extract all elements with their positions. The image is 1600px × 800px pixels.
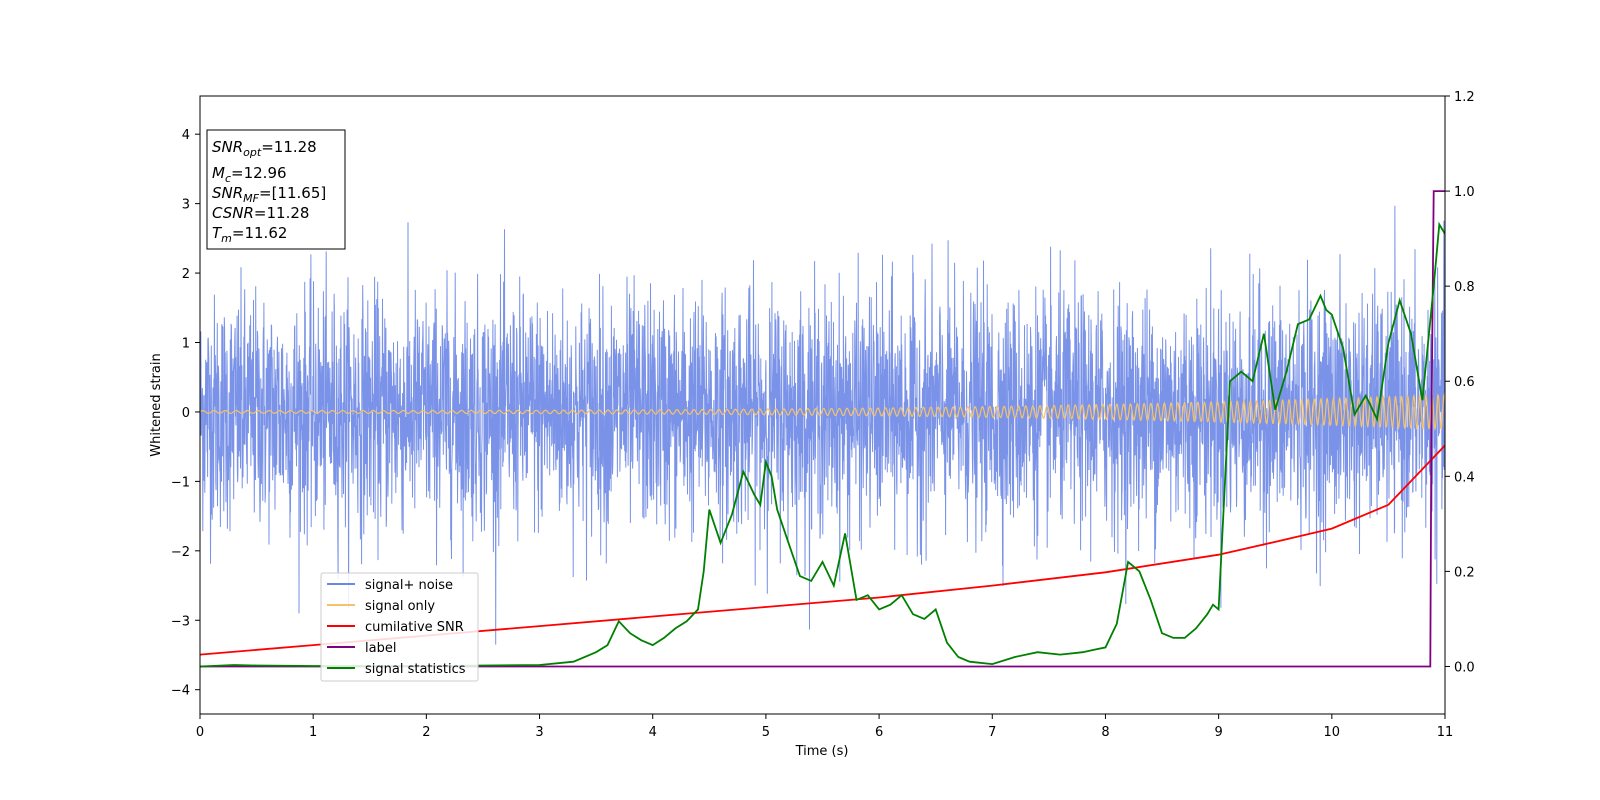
x-tick-label: 3 <box>535 725 543 740</box>
annotation-line: Mc=12.96 <box>212 164 287 185</box>
annotation-frame <box>206 129 346 250</box>
legend-label: signal+ noise <box>365 578 453 593</box>
series-label <box>200 190 1445 668</box>
legend-label: signal statistics <box>365 662 466 677</box>
y-right-tick-label: 0.4 <box>1454 470 1475 485</box>
x-tick-label: 11 <box>1437 725 1454 740</box>
y-right-tick-label: 0.6 <box>1454 375 1475 390</box>
y-axis-right: 0.0 0.2 0.4 0.6 0.8 1.0 1.2 <box>1445 90 1475 675</box>
x-tick-label: 2 <box>422 725 430 740</box>
y-axis-left: −4 −3 −2 −1 0 1 2 3 4 <box>171 128 200 699</box>
x-tick-label: 5 <box>762 725 770 740</box>
y-left-tick-label: 0 <box>182 406 190 421</box>
y-left-tick-label: −4 <box>171 684 190 699</box>
y-right-tick-label: 0.0 <box>1454 660 1475 675</box>
annotation-box: SNRopt=11.28 Mc=12.96SNRMF=[11.65]CSNR=11… <box>206 129 346 250</box>
y-left-tick-label: 1 <box>182 337 190 352</box>
x-tick-label: 0 <box>196 725 204 740</box>
y-right-tick-label: 1.2 <box>1454 90 1475 105</box>
legend-label: signal only <box>365 599 435 614</box>
x-tick-label: 10 <box>1324 725 1341 740</box>
y-left-tick-label: −2 <box>171 545 190 560</box>
x-tick-label: 1 <box>309 725 317 740</box>
y-left-tick-label: 2 <box>182 267 190 282</box>
y-right-tick-label: 0.2 <box>1454 565 1475 580</box>
x-axis-label: Time (s) <box>795 744 849 759</box>
series-signal-statistics <box>200 221 1445 668</box>
y-left-tick-label: 3 <box>182 198 190 213</box>
y-left-tick-label: −1 <box>171 475 190 490</box>
x-tick-label: 6 <box>875 725 883 740</box>
legend: signal+ noise signal only cumilative SNR la… <box>320 572 479 682</box>
x-tick-label: 7 <box>988 725 996 740</box>
legend-label: label <box>365 641 396 656</box>
y-axis-label: Whitened strain <box>149 353 164 456</box>
x-tick-label: 9 <box>1214 725 1222 740</box>
y-left-tick-label: 4 <box>182 128 190 143</box>
y-right-tick-label: 0.8 <box>1454 280 1475 295</box>
annotation-line: Tm=11.62 <box>212 224 287 245</box>
annotation-line: SNRMF=[11.65] <box>212 184 326 205</box>
x-tick-label: 8 <box>1101 725 1109 740</box>
x-axis: 0 1 2 3 4 5 6 7 8 9 10 11 <box>196 714 1453 740</box>
legend-frame <box>320 572 479 682</box>
y-left-tick-label: −3 <box>171 614 190 629</box>
annotation-line: CSNR=11.28 <box>212 204 309 222</box>
y-right-tick-label: 1.0 <box>1454 185 1475 200</box>
annotation-line: SNRopt=11.28 <box>212 138 317 159</box>
series-signal-only <box>200 392 1445 432</box>
plot-frame <box>199 95 1446 715</box>
legend-label: cumilative SNR <box>365 620 464 635</box>
x-tick-label: 4 <box>649 725 657 740</box>
